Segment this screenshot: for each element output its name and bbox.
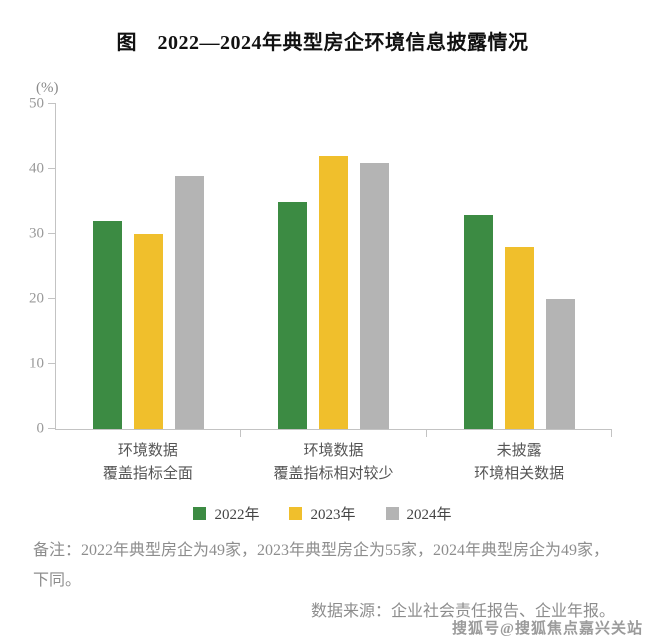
bar-2024年-2 bbox=[360, 162, 390, 429]
bar-2023年-2 bbox=[319, 156, 349, 429]
y-axis-tick-label: 40 bbox=[29, 160, 44, 177]
bars-row bbox=[56, 104, 613, 437]
plot-area: 0 10 20 30 40 50 bbox=[29, 96, 613, 437]
legend-item-2022年: 2022年 bbox=[193, 503, 259, 524]
bar-group-1 bbox=[56, 104, 242, 437]
bar-group-3 bbox=[427, 104, 613, 437]
legend-item-2024年: 2024年 bbox=[385, 503, 452, 524]
legend-label: 2024年 bbox=[406, 507, 452, 523]
legend: 2022年 2023年 2024年 bbox=[0, 503, 645, 524]
legend-swatch bbox=[193, 507, 207, 520]
y-axis-tick-mark bbox=[48, 428, 56, 429]
y-axis-tick-mark bbox=[48, 168, 56, 169]
y-axis-tick-mark bbox=[48, 233, 56, 234]
bar-2023年-1 bbox=[134, 234, 164, 429]
category-label-3: 未披露 环境相关数据 bbox=[474, 443, 565, 483]
legend-item-2023年: 2023年 bbox=[289, 503, 356, 524]
legend-label: 2022年 bbox=[214, 507, 260, 523]
category-label-2: 环境数据 覆盖指标相对较少 bbox=[273, 443, 394, 483]
bar-2022年-3 bbox=[463, 214, 493, 429]
bar-2022年-1 bbox=[93, 221, 123, 429]
chart-title: 图 2022—2024年典型房企环境信息披露情况 bbox=[116, 32, 529, 54]
watermark-text: 搜狐号@搜狐焦点嘉兴关站 bbox=[452, 621, 643, 637]
bar-2022年-2 bbox=[278, 201, 308, 429]
category-label-1: 环境数据 覆盖指标全面 bbox=[102, 443, 193, 483]
bar-2023年-3 bbox=[504, 247, 534, 429]
y-axis-tick-label: 50 bbox=[29, 95, 44, 112]
y-axis-tick-mark bbox=[48, 298, 56, 299]
legend-swatch bbox=[385, 507, 399, 520]
y-axis-tick-label: 30 bbox=[29, 225, 44, 242]
bar-2024年-3 bbox=[545, 299, 575, 429]
y-axis-tick-mark bbox=[48, 103, 56, 104]
data-source-note: 数据来源：企业社会责任报告、企业年报。 bbox=[310, 603, 615, 620]
legend-label: 2023年 bbox=[310, 507, 356, 523]
legend-swatch bbox=[289, 507, 303, 520]
bar-group-2 bbox=[241, 104, 427, 437]
x-axis-category-labels: 环境数据 覆盖指标全面 环境数据 覆盖指标相对较少 未披露 环境相关数据 bbox=[55, 440, 612, 487]
y-axis-tick-label: 20 bbox=[29, 290, 44, 307]
y-axis-tick-label: 10 bbox=[29, 355, 44, 372]
y-axis-tick-label: 0 bbox=[36, 420, 45, 437]
footnote-remark: 备注：2022年典型房企为49家，2023年典型房企为55家，2024年典型房企… bbox=[33, 542, 610, 589]
bar-2024年-1 bbox=[175, 175, 205, 429]
y-axis-unit-label: (%) bbox=[36, 80, 59, 96]
y-axis-tick-mark bbox=[48, 363, 56, 364]
